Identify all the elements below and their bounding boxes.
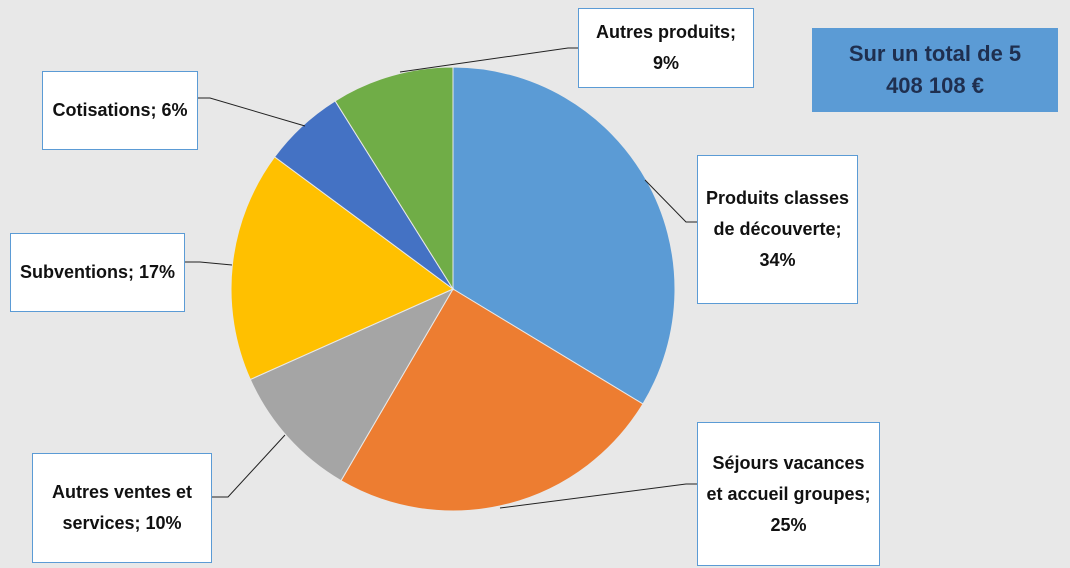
data-label: Cotisations; 6% — [42, 71, 198, 150]
slice: Autres produits — [334, 66, 454, 291]
leader-line — [499, 483, 697, 509]
data-label: Produits classes de découverte; 34% — [697, 155, 858, 304]
data-label: Séjours vacances et accueil groupes; 25% — [697, 422, 880, 566]
slice: Produits classes de découverte — [452, 66, 676, 405]
slice: Subventions — [230, 156, 454, 381]
data-label: Subventions; 17% — [10, 233, 185, 312]
data-label: Autres ventes et services; 10% — [32, 453, 212, 563]
slice: Autres ventes et services — [249, 287, 455, 482]
leader-line — [185, 261, 233, 266]
leader-line — [212, 434, 286, 498]
total-annotation: Sur un total de 5 408 108 € — [812, 28, 1058, 112]
slice: Séjours vacances et accueil groupes — [340, 288, 644, 512]
data-label: Autres produits; 9% — [578, 8, 754, 88]
leader-line — [399, 47, 578, 73]
slices: Produits classes de découverteSéjours va… — [230, 66, 676, 512]
leader-line — [644, 179, 697, 223]
leader-line — [198, 97, 306, 127]
